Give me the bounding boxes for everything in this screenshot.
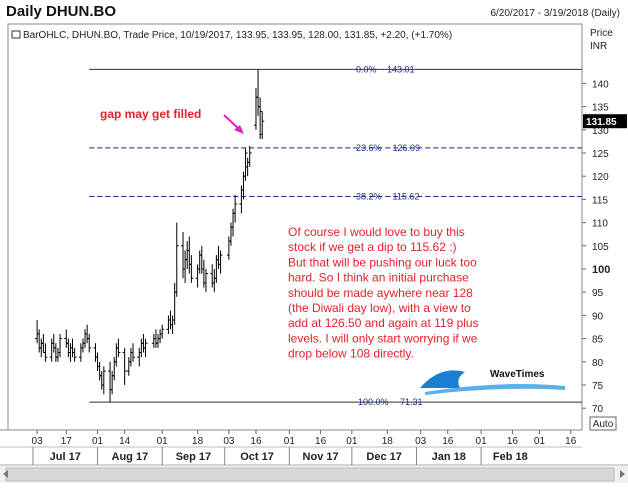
fib-value: 115.62	[393, 192, 420, 202]
y-axis-label: INR	[590, 41, 607, 52]
annotation-block: Of course I would love to buy thisstock …	[288, 225, 479, 361]
y-tick-label: 130	[592, 126, 609, 137]
month-label: Oct 17	[240, 451, 274, 463]
date-range: 6/20/2017 - 3/19/2018 (Daily)	[490, 8, 620, 19]
month-label: Aug 17	[112, 451, 149, 463]
x-tick-label: 03	[415, 436, 427, 447]
fib-level: 0.0%	[356, 64, 377, 74]
x-tick-label: 16	[315, 436, 327, 447]
price-tag	[583, 114, 627, 129]
y-tick-label: 120	[592, 172, 609, 183]
legend-icon	[11, 30, 21, 39]
annotation-line: hard. So I think an initial purchase	[288, 271, 469, 285]
x-tick-label: 01	[157, 436, 169, 447]
y-tick-label: 135	[592, 103, 609, 114]
y-tick-label: 100	[592, 264, 610, 276]
month-label: Jul 17	[50, 451, 81, 463]
annotation-line: should be made aywhere near 128	[288, 286, 473, 300]
x-tick-label: 01	[346, 436, 358, 447]
y-tick-label: 105	[592, 242, 609, 253]
x-tick-label: 01	[534, 436, 546, 447]
fib-value: 71.31	[400, 397, 423, 407]
month-label: Dec 17	[366, 451, 401, 463]
auto-button[interactable]	[589, 416, 617, 431]
y-tick-label: 85	[592, 335, 604, 346]
annotation-line: levels. I will only start worrying if we	[288, 331, 478, 345]
y-tick-label: 140	[592, 79, 609, 90]
logo-wave	[425, 384, 565, 395]
annotation-line: But that will be pushing our luck too	[288, 255, 477, 269]
fib-level: 100.0%	[358, 397, 389, 407]
x-tick-label: 16	[507, 436, 519, 447]
month-label: Feb 18	[493, 451, 528, 463]
y-tick-label: 90	[592, 311, 604, 322]
chart-title: Daily DHUN.BO	[6, 3, 116, 20]
month-label: Nov 17	[303, 451, 339, 463]
scroll-left[interactable]	[3, 470, 8, 478]
annotation-line: add at 126.50 and again at 119 plus	[288, 316, 479, 330]
x-tick-label: 16	[442, 436, 454, 447]
y-tick-label: 80	[592, 358, 604, 369]
annotation: gap may get filled	[100, 107, 201, 121]
y-axis-label: Price	[590, 28, 613, 39]
y-tick-label: 70	[592, 404, 604, 415]
fib-value: 143.01	[387, 64, 415, 74]
price-tag-label: 131.85	[586, 117, 617, 128]
annotation-line: (the Diwali day low), with a view to	[288, 301, 471, 315]
fib-value: 126.09	[393, 143, 421, 153]
annotation-line: stock if we get a dip to 115.62 :)	[288, 240, 457, 254]
x-tick-label: 01	[284, 436, 296, 447]
x-tick-label: 18	[192, 436, 204, 447]
y-tick-label: 95	[592, 288, 604, 299]
x-tick-label: 03	[223, 436, 235, 447]
y-tick-label: 75	[592, 381, 604, 392]
scroll-right[interactable]	[620, 470, 625, 478]
arrow-head	[234, 125, 244, 134]
month-label: Jan 18	[432, 451, 466, 463]
month-label: Sep 17	[176, 451, 211, 463]
x-tick-label: 01	[92, 436, 104, 447]
x-tick-label: 16	[565, 436, 577, 447]
y-tick-label: 110	[592, 219, 608, 230]
x-tick-label: 03	[32, 436, 44, 447]
x-tick-label: 17	[61, 436, 73, 447]
x-tick-label: 16	[250, 436, 262, 447]
logo-wave	[420, 370, 465, 388]
fib-level: 23.6%	[356, 143, 382, 153]
annotation-line: drop below 108 directly.	[288, 347, 414, 361]
annotation-line: Of course I would love to buy this	[288, 225, 465, 239]
scroll-thumb[interactable]	[5, 467, 615, 482]
x-tick-label: 18	[382, 436, 394, 447]
auto-label[interactable]: Auto	[593, 419, 614, 430]
x-tick-label: 01	[476, 436, 488, 447]
legend-text: BarOHLC, DHUN.BO, Trade Price, 10/19/201…	[23, 30, 452, 41]
fib-level: 38.2%	[356, 192, 382, 202]
y-tick-label: 115	[592, 195, 608, 206]
watermark: WaveTimes	[490, 369, 545, 380]
y-tick-label: 125	[592, 149, 609, 160]
x-tick-label: 14	[119, 436, 131, 447]
